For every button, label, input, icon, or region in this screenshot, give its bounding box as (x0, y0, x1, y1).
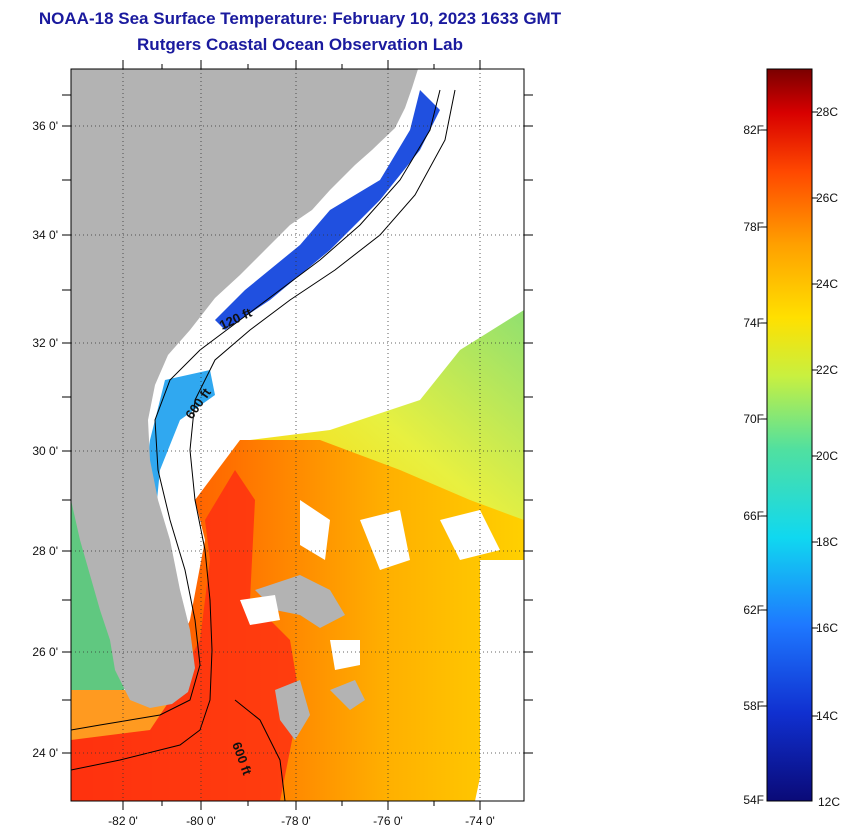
lat-label-24: 24 0' (32, 746, 58, 760)
lon-label-74: -74 0' (465, 814, 495, 828)
sst-cold-coastal (215, 90, 440, 330)
isobath-600ft-south (234, 699, 286, 801)
lon-label-78: -78 0' (281, 814, 311, 828)
colorbar-ticks (761, 111, 818, 717)
lat-label-32: 32 0' (32, 336, 58, 350)
colorbar-c-16: 16C (816, 621, 838, 635)
isobath-120ft (71, 89, 441, 731)
lat-label-30: 30 0' (32, 444, 58, 458)
lon-label-82: -82 0' (108, 814, 138, 828)
land-mass (71, 69, 418, 708)
colorbar-c-28: 28C (816, 105, 838, 119)
lat-label-28: 28 0' (32, 544, 58, 558)
colorbar-c-26: 26C (816, 191, 838, 205)
colorbar-c-14: 14C (816, 709, 838, 723)
map-subtitle: Rutgers Coastal Ocean Observation Lab (137, 35, 463, 54)
sst-cool-band (140, 370, 215, 520)
colorbar-c-22: 22C (816, 363, 838, 377)
colorbar-c-18: 18C (816, 535, 838, 549)
lat-label-34: 34 0' (32, 228, 58, 242)
colorbar-f-54: 54F (743, 793, 764, 807)
colorbar-f-66: 66F (743, 509, 764, 523)
lat-label-36: 36 0' (32, 119, 58, 133)
sst-gulf-stream (71, 470, 300, 801)
colorbar-c-20: 20C (816, 449, 838, 463)
colorbar-f-70: 70F (743, 412, 764, 426)
colorbar-f-62: 62F (743, 603, 764, 617)
lon-label-80: -80 0' (186, 814, 216, 828)
map-plot-area: 120 ft 600 ft 600 ft (71, 69, 524, 801)
lat-label-26: 26 0' (32, 645, 58, 659)
cloud-cover (230, 270, 524, 801)
map-tick-marks (62, 60, 533, 810)
colorbar-c-12: 12C (818, 795, 840, 809)
bahamas-islands (255, 575, 365, 740)
colorbar-f-82: 82F (743, 123, 764, 137)
colorbar-f-78: 78F (743, 220, 764, 234)
colorbar-c-24: 24C (816, 277, 838, 291)
temperature-colorbar (766, 68, 813, 802)
lon-label-76: -76 0' (373, 814, 403, 828)
map-frame (70, 68, 525, 802)
colorbar-f-58: 58F (743, 699, 764, 713)
colorbar-f-74: 74F (743, 316, 764, 330)
map-title: NOAA-18 Sea Surface Temperature: Februar… (38, 9, 562, 28)
